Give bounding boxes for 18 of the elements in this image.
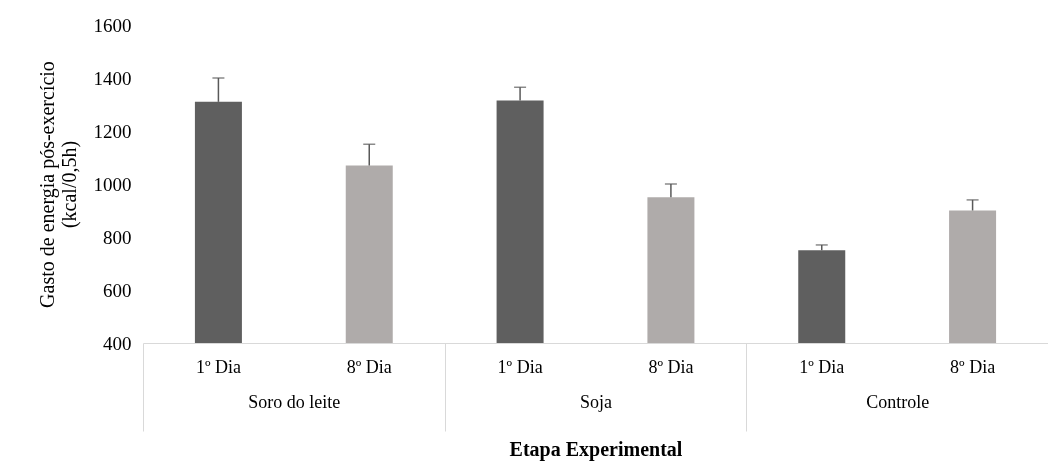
y-tick-label: 800 xyxy=(103,226,132,248)
series-label: 8º Dia xyxy=(346,357,392,377)
series-label: 1º Dia xyxy=(195,357,241,377)
y-tick-label: 1200 xyxy=(93,120,132,142)
y-tick-label: 400 xyxy=(103,332,132,354)
y-tick-label: 600 xyxy=(103,279,132,301)
text: 1º Dia xyxy=(497,357,543,377)
text: 8º Dia xyxy=(950,357,996,377)
text: 1º Dia xyxy=(799,357,845,377)
y-tick-label: 1400 xyxy=(93,67,132,89)
x-tick-label: Soro do leite xyxy=(248,391,341,412)
x-tick-label: Soja xyxy=(579,391,613,412)
text: 8º Dia xyxy=(648,357,694,377)
x-tick-label: Controle xyxy=(866,391,930,412)
y-axis-title: Gasto de energia pós-exercício (kcal/0,5h) xyxy=(35,61,81,308)
y-tick-label: 1600 xyxy=(93,14,132,36)
y-tick-label: 1000 xyxy=(93,173,132,195)
x-axis-title: Etapa Experimental xyxy=(509,438,683,461)
